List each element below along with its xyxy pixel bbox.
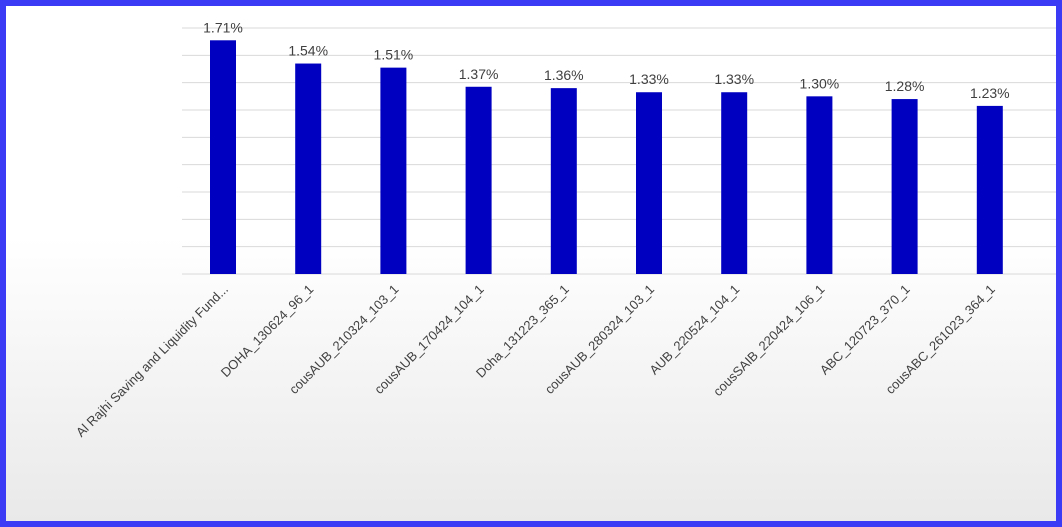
data-label: 1.30% [800, 75, 840, 91]
bars [210, 40, 1003, 275]
data-label: 1.51% [374, 47, 414, 63]
data-label: 1.54% [288, 43, 328, 59]
data-labels: 1.71% 1.54% 1.51% 1.37% 1.36% 1.33% 1.33% 1.30%… [203, 19, 1010, 101]
category-tick-label: Al Rajhi Saving and Liquidity Fund... [73, 282, 231, 440]
bar [806, 96, 833, 274]
bar [465, 86, 492, 275]
bar [636, 92, 662, 274]
data-label: 1.37% [459, 66, 499, 82]
bar [380, 67, 407, 274]
data-label: 1.36% [544, 67, 584, 83]
bar [891, 99, 918, 274]
category-tick-label: DOHA_130624_96_1 [218, 282, 317, 381]
category-tick-label: AUB_220524_104_1 [646, 282, 742, 378]
data-label: 1.33% [629, 71, 669, 87]
bar [550, 88, 577, 274]
bar [976, 105, 1003, 275]
data-label: 1.33% [714, 71, 754, 87]
category-tick-labels: Al Rajhi Saving and Liquidity Fund...DOH… [73, 282, 998, 440]
bar [721, 92, 748, 274]
bar [210, 40, 236, 274]
gridlines [182, 27, 1056, 275]
data-label: 1.23% [970, 85, 1010, 101]
data-label: 1.28% [885, 78, 925, 94]
bar-chart: 1.71% 1.54% 1.51% 1.37% 1.36% 1.33% 1.33% 1.30%… [73, 19, 1056, 440]
data-label: 1.71% [203, 19, 243, 35]
bar [295, 63, 322, 275]
category-tick-label: ABC_120723_370_1 [817, 282, 913, 378]
category-tick-label: Doha_131223_365_1 [473, 282, 572, 381]
